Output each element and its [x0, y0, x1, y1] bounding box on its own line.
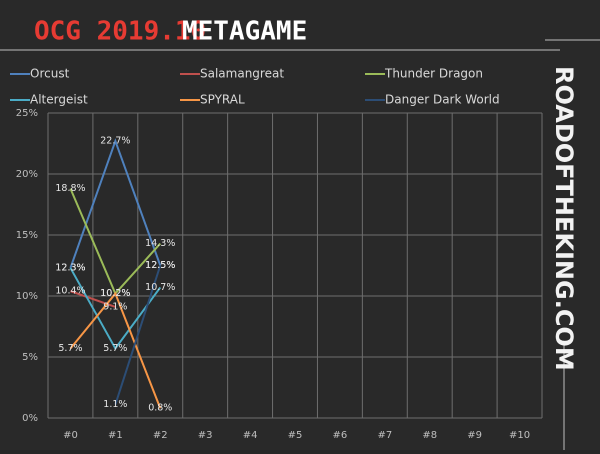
legend-label: Orcust [30, 67, 70, 81]
data-label: 18.8% [55, 183, 85, 194]
x-tick-label: #3 [198, 430, 213, 441]
legend-label: SPYRAL [200, 93, 245, 107]
legend-label: Salamangreat [200, 67, 284, 81]
series-line [69, 291, 162, 409]
data-label: 22.7% [100, 136, 130, 147]
x-tick-label: #8 [422, 430, 437, 441]
x-tick-label: #1 [108, 430, 123, 441]
series-line [114, 265, 162, 405]
y-tick-label: 15% [16, 230, 38, 241]
series-line [70, 290, 116, 308]
chart-title: OCG 2019.10 [34, 17, 206, 47]
y-tick-label: 5% [22, 352, 38, 363]
data-label: 12.5% [145, 260, 175, 271]
x-tick-label: #5 [288, 430, 303, 441]
data-label: 12.3% [55, 262, 85, 273]
data-label: 9.1% [103, 301, 127, 312]
data-label: 10.7% [145, 282, 175, 293]
x-tick-label: #10 [509, 430, 530, 441]
y-tick-label: 25% [16, 108, 38, 119]
series-line [69, 267, 162, 351]
x-tick-label: #6 [333, 430, 348, 441]
x-tick-label: #7 [377, 430, 392, 441]
data-label: 1.1% [103, 399, 127, 410]
legend-label: Thunder Dragon [384, 67, 483, 81]
legend-label: Altergeist [30, 93, 88, 107]
y-tick-label: 0% [22, 413, 38, 424]
x-tick-label: #2 [153, 430, 168, 441]
data-label: 5.7% [58, 343, 82, 354]
x-tick-label: #0 [63, 430, 78, 441]
legend-label: Danger Dark World [385, 93, 500, 107]
data-label: 12.5% [145, 260, 175, 271]
data-label: 12.3% [55, 262, 85, 273]
x-tick-label: #4 [243, 430, 258, 441]
data-label: 0.8% [148, 403, 172, 414]
y-tick-label: 20% [16, 169, 38, 180]
data-label: 10.2% [100, 288, 130, 299]
watermark: ROADOFTHEKING.COM [550, 66, 578, 371]
data-label: 5.7% [103, 343, 127, 354]
y-tick-label: 10% [16, 291, 38, 302]
data-label: 10.4% [55, 286, 85, 297]
x-tick-label: #9 [467, 430, 482, 441]
data-label: 10.2% [100, 288, 130, 299]
data-label: 14.3% [145, 238, 175, 249]
chart-title: METAGAME [182, 17, 307, 47]
